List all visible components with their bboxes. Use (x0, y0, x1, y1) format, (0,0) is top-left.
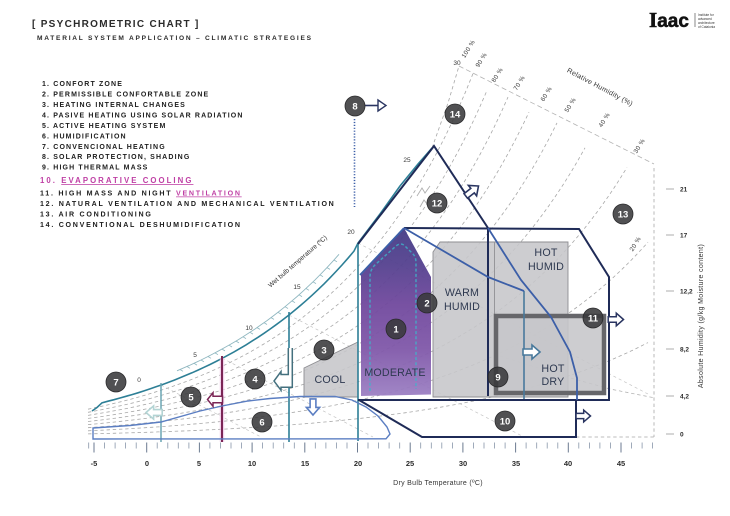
svg-text:12: 12 (432, 198, 443, 209)
svg-text:5. ACTIVE HEATING SYSTEM: 5. ACTIVE HEATING SYSTEM (42, 123, 166, 130)
svg-text:8,2: 8,2 (680, 347, 689, 354)
svg-text:17: 17 (680, 233, 688, 240)
svg-text:15: 15 (293, 284, 301, 291)
svg-text:MATERIAL SYSTEM APPLICATION –: MATERIAL SYSTEM APPLICATION – CLIMATIC S… (37, 35, 313, 42)
svg-text:20: 20 (347, 229, 355, 236)
svg-text:21: 21 (680, 187, 688, 194)
svg-text:10: 10 (500, 416, 511, 427)
svg-text:advanced: advanced (698, 17, 712, 21)
svg-text:DRY: DRY (542, 376, 565, 388)
svg-text:10. EVAPORATIVE COOLING: 10. EVAPORATIVE COOLING (40, 176, 193, 185)
svg-text:0: 0 (137, 377, 141, 384)
svg-text:9: 9 (495, 372, 500, 383)
svg-text:12. NATURAL VENTILATION AND ME: 12. NATURAL VENTILATION AND MECHANICAL V… (40, 200, 336, 208)
svg-text:of Catalonia: of Catalonia (698, 25, 715, 29)
svg-text:13. AIR CONDITIONING: 13. AIR CONDITIONING (40, 211, 153, 219)
svg-text:25: 25 (403, 157, 411, 164)
svg-text:6. HUMIDIFICATION: 6. HUMIDIFICATION (42, 134, 127, 141)
svg-text:3. HEATING INTERNAL CHANGES: 3. HEATING INTERNAL CHANGES (42, 102, 186, 109)
svg-text:5: 5 (188, 392, 194, 403)
svg-text:12,2: 12,2 (680, 289, 693, 296)
svg-text:6: 6 (259, 417, 264, 428)
svg-text:HUMID: HUMID (444, 301, 480, 313)
svg-text:5: 5 (193, 352, 197, 359)
svg-text:0: 0 (145, 459, 149, 468)
svg-text:8. SOLAR PROTECTION, SHADING: 8. SOLAR PROTECTION, SHADING (42, 154, 191, 161)
svg-text:0: 0 (680, 432, 684, 439)
svg-text:7. CONVENCIONAL HEATING: 7. CONVENCIONAL HEATING (42, 144, 166, 151)
svg-text:11. HIGH MASS AND NIGHT VENTIL: 11. HIGH MASS AND NIGHT VENTILATION (40, 190, 242, 198)
svg-text:4,2: 4,2 (680, 394, 689, 401)
svg-text:14: 14 (450, 109, 461, 120)
svg-text:Iaac: Iaac (649, 8, 689, 32)
svg-text:HOT: HOT (534, 247, 557, 259)
svg-text:2. PERMISSIBLE CONFORTABLE ZON: 2. PERMISSIBLE CONFORTABLE ZONE (42, 92, 209, 99)
svg-text:10: 10 (248, 459, 256, 468)
svg-text:9. HIGH THERMAL MASS: 9. HIGH THERMAL MASS (42, 165, 149, 172)
svg-text:[ PSYCHROMETRIC CHART ]: [ PSYCHROMETRIC CHART ] (32, 19, 200, 30)
svg-text:MODERATE: MODERATE (364, 367, 425, 379)
svg-text:4. PASIVE HEATING USING SOLAR: 4. PASIVE HEATING USING SOLAR RADIATION (42, 113, 244, 120)
svg-text:architecture: architecture (698, 21, 715, 25)
svg-text:45: 45 (617, 459, 625, 468)
svg-text:14. CONVENTIONAL DESHUMIDIFICA: 14. CONVENTIONAL DESHUMIDIFICATION (40, 221, 242, 229)
svg-text:-5: -5 (91, 459, 98, 468)
svg-text:3: 3 (321, 345, 326, 356)
svg-text:1. CONFORT ZONE: 1. CONFORT ZONE (42, 81, 123, 88)
svg-text:1: 1 (393, 324, 399, 335)
svg-text:11: 11 (588, 313, 599, 324)
svg-text:HUMID: HUMID (528, 261, 564, 273)
svg-text:HOT: HOT (541, 363, 564, 375)
svg-text:15: 15 (301, 459, 309, 468)
svg-text:Institute for: Institute for (698, 13, 715, 17)
svg-text:35: 35 (512, 459, 520, 468)
svg-text:Absolute Humidity (g/kg Moistu: Absolute Humidity (g/kg Moisture content… (698, 244, 705, 388)
svg-text:4: 4 (252, 374, 258, 385)
svg-text:20: 20 (354, 459, 362, 468)
svg-text:7: 7 (113, 377, 118, 388)
svg-text:2: 2 (424, 298, 429, 309)
svg-text:5: 5 (197, 459, 201, 468)
svg-text:30: 30 (459, 459, 467, 468)
svg-text:10: 10 (245, 325, 253, 332)
svg-text:30: 30 (453, 60, 461, 67)
svg-text:13: 13 (618, 209, 629, 220)
svg-text:25: 25 (406, 459, 414, 468)
svg-text:WARM: WARM (445, 287, 479, 299)
svg-text:Dry Bulb Temperature (ºC): Dry Bulb Temperature (ºC) (393, 480, 483, 487)
svg-text:8: 8 (352, 101, 357, 112)
svg-text:COOL: COOL (314, 374, 345, 386)
svg-text:40: 40 (564, 459, 572, 468)
